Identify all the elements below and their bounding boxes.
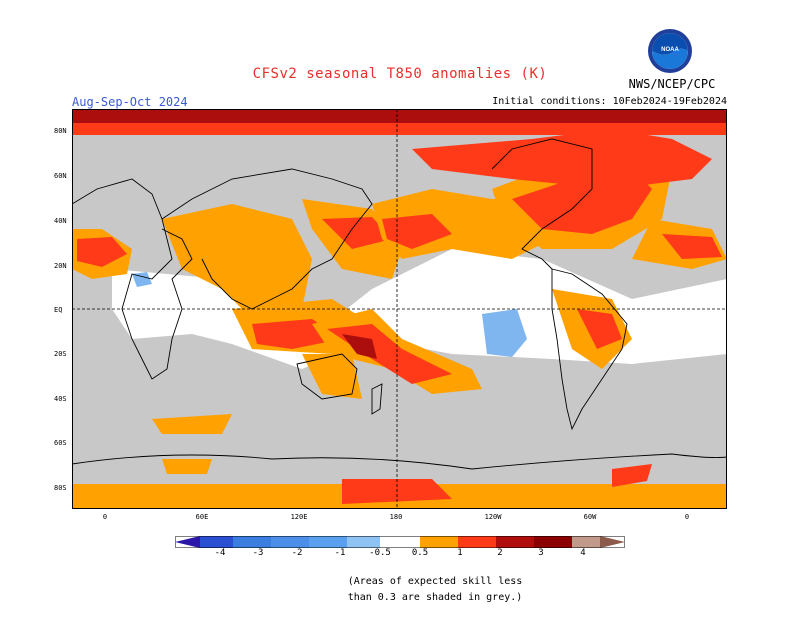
lat-label-80s: 80S — [54, 484, 67, 492]
lon-label-120w: 120W — [484, 513, 502, 521]
forecast-period: Aug-Sep-Oct 2024 — [72, 95, 188, 109]
cold-anomaly-patch — [482, 309, 527, 357]
lon-label-0: 0 — [102, 513, 108, 521]
lon-label-60w: 60W — [583, 513, 597, 521]
lon-label-60e: 60E — [195, 513, 209, 521]
cbar-tick-05: 0.5 — [411, 548, 429, 558]
cbar-tick-m1: -1 — [334, 548, 346, 558]
initial-conditions: Initial conditions: 10Feb2024-19Feb2024 — [492, 96, 727, 107]
chart-title: CFSv2 seasonal T850 anomalies (K) — [252, 66, 548, 82]
lat-label-20n: 20N — [54, 262, 67, 270]
skill-note-line2: than 0.3 are shaded in grey.) — [347, 592, 523, 603]
lon-label-0-east: 0 — [684, 513, 690, 521]
cbar-tick-1: 1 — [457, 548, 463, 558]
lat-label-80n: 80N — [54, 127, 67, 135]
lon-label-180: 180 — [389, 513, 403, 521]
logo-text: NOAA — [661, 47, 679, 53]
lat-label-60s: 60S — [54, 439, 67, 447]
noaa-logo-icon: NOAA — [648, 29, 692, 73]
lon-label-120e: 120E — [290, 513, 308, 521]
cbar-tick-m05: -0.5 — [369, 548, 391, 558]
cbar-tick-2: 2 — [497, 548, 503, 558]
cbar-tick-4: 4 — [580, 548, 586, 558]
color-scale-bar — [175, 536, 625, 548]
cbar-tick-m2: -2 — [291, 548, 303, 558]
skill-note-line1: (Areas of expected skill less — [347, 576, 523, 587]
map-frame — [72, 109, 727, 509]
coastlines — [72, 138, 727, 470]
cbar-tick-m3: -3 — [252, 548, 264, 558]
lat-label-40n: 40N — [54, 217, 67, 225]
lat-label-40s: 40S — [54, 395, 67, 403]
lat-label-eq: EQ — [54, 306, 63, 314]
cbar-arrow-right — [600, 536, 625, 548]
cbar-arrow-left — [175, 536, 200, 548]
cbar-tick-m4: -4 — [214, 548, 226, 558]
cbar-tick-3: 3 — [538, 548, 544, 558]
agency-label: NWS/NCEP/CPC — [628, 77, 716, 91]
lat-label-60n: 60N — [54, 172, 67, 180]
anomaly-map — [72, 109, 727, 509]
lat-label-20s: 20S — [54, 350, 67, 358]
